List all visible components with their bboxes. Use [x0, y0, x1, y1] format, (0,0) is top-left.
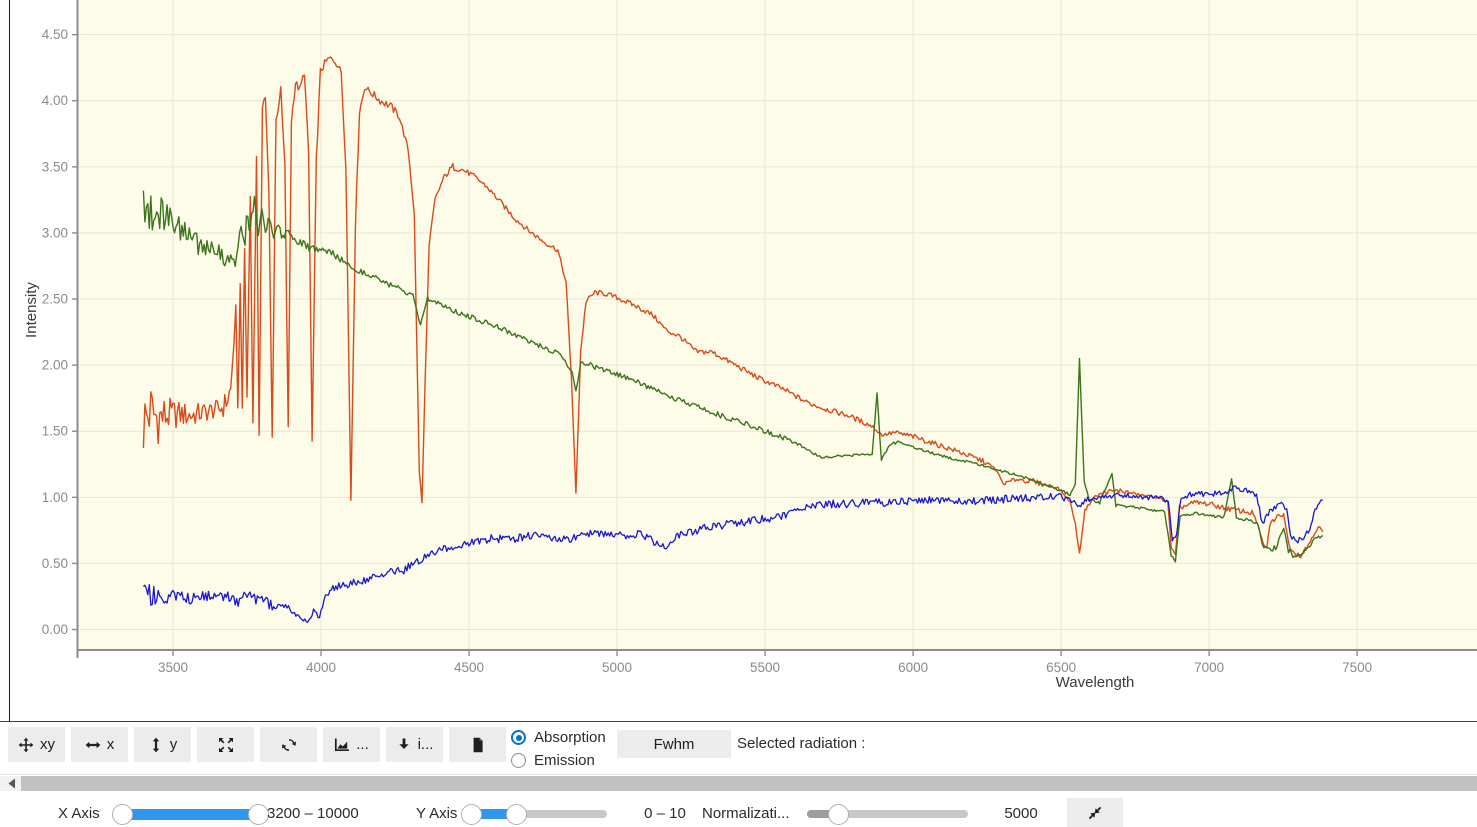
normalization-fill — [807, 810, 839, 818]
spectrum-chart[interactable]: 0.00 0.50 1.00 1.50 2.00 2.50 3.00 3.50 4.00 4.50… — [0, 0, 1477, 722]
pan-x-label: x — [106, 736, 115, 753]
x-tick-label: 7000 — [1194, 660, 1224, 675]
x-axis-max-thumb[interactable] — [248, 804, 269, 825]
y-axis-slider-label: Y Axis — [416, 805, 458, 822]
chart-panel-left-border — [9, 0, 10, 722]
area-chart-button[interactable]: ... — [323, 727, 380, 762]
absorption-radio[interactable]: Absorption — [511, 726, 606, 749]
y-tick-label: 0.00 — [42, 622, 68, 637]
selected-radiation-label: Selected radiation : — [737, 735, 866, 752]
bottom-controls-bar: X Axis 3200 – 10000 Y Axis 0 – 10 Normal… — [0, 774, 1477, 827]
arrows-vertical-icon — [152, 737, 159, 752]
series-spectrum-blue — [142, 485, 1323, 623]
horizontal-scrollbar[interactable] — [0, 776, 1477, 791]
x-axis-title: Wavelength — [1056, 674, 1135, 691]
y-axis-max-thumb[interactable] — [506, 804, 527, 825]
y-tick-label: 3.00 — [42, 225, 68, 240]
y-tick-label: 4.00 — [42, 93, 68, 108]
y-tick-label: 3.50 — [42, 159, 68, 174]
pan-xy-label: xy — [40, 736, 55, 753]
x-axis-min-thumb[interactable] — [112, 804, 133, 825]
emission-radio[interactable]: Emission — [511, 749, 606, 772]
scrollbar-thumb[interactable] — [21, 776, 1477, 791]
x-tick-label: 4000 — [306, 660, 336, 675]
scrollbar-left-button[interactable] — [2, 776, 20, 791]
emission-label: Emission — [534, 752, 595, 769]
fwhm-button[interactable]: Fwhm — [617, 730, 731, 758]
series-spectrum-green — [142, 190, 1324, 563]
pan-y-button[interactable]: y — [134, 727, 191, 762]
y-axis-range-value: 0 – 10 — [644, 805, 686, 822]
radiation-type-radio-group: Absorption Emission — [511, 726, 606, 772]
normalization-thumb[interactable] — [828, 804, 849, 825]
file-icon — [473, 737, 483, 752]
pan-xy-button[interactable]: xy — [8, 727, 65, 762]
download-label: i... — [417, 736, 434, 753]
pan-x-button[interactable]: x — [71, 727, 128, 762]
y-tick-label: 2.00 — [42, 358, 68, 373]
normalization-slider-label: Normalizati... — [702, 805, 790, 822]
y-tick-label: 2.50 — [42, 292, 68, 307]
move-icon — [18, 737, 34, 752]
download-button[interactable]: i... — [386, 727, 443, 762]
y-axis-min-thumb[interactable] — [461, 804, 482, 825]
x-tick-label: 5000 — [602, 660, 632, 675]
chart-panel: 0.00 0.50 1.00 1.50 2.00 2.50 3.00 3.50 4.00 4.50… — [0, 0, 1477, 722]
collapse-panel-button[interactable] — [1067, 798, 1123, 827]
x-axis-slider-label: X Axis — [58, 805, 100, 822]
x-axis-range-value: 3200 – 10000 — [267, 805, 359, 822]
normalization-track[interactable] — [807, 810, 968, 818]
x-tick-label: 3500 — [158, 660, 188, 675]
refresh-icon — [281, 738, 296, 751]
x-tick-label: 4500 — [454, 660, 484, 675]
normalization-value: 5000 — [1004, 805, 1038, 822]
download-arrow-icon — [398, 738, 409, 749]
x-tick-label: 5500 — [750, 660, 780, 675]
radio-unselected-icon — [511, 753, 526, 768]
y-tick-label: 4.50 — [42, 27, 68, 42]
chart-toolbar: xy x y ... i... — [0, 723, 1477, 775]
area-chart-icon — [335, 738, 350, 751]
y-axis-title: Intensity — [23, 282, 40, 338]
x-tick-label: 6000 — [898, 660, 928, 675]
series-spectrum-orange — [142, 56, 1324, 559]
y-axis-range-fill — [472, 809, 517, 819]
pan-y-label: y — [169, 736, 178, 753]
file-button[interactable] — [449, 727, 506, 762]
radio-selected-icon — [511, 730, 526, 745]
x-tick-label: 6500 — [1046, 660, 1076, 675]
y-tick-label: 0.50 — [42, 556, 68, 571]
compress-arrows-icon — [1088, 806, 1102, 820]
refresh-button[interactable] — [260, 727, 317, 762]
area-chart-label: ... — [356, 736, 369, 753]
y-axis-range-track[interactable] — [464, 810, 607, 818]
x-tick-label: 7500 — [1342, 660, 1372, 675]
expand-arrows-icon — [218, 737, 233, 752]
arrows-horizontal-icon — [85, 741, 101, 748]
expand-button[interactable] — [197, 727, 254, 762]
x-axis-range-track[interactable] — [113, 809, 269, 820]
scroll-left-arrow-icon — [8, 778, 15, 789]
y-tick-label: 1.50 — [42, 424, 68, 439]
absorption-label: Absorption — [534, 729, 606, 746]
y-tick-label: 1.00 — [42, 490, 68, 505]
